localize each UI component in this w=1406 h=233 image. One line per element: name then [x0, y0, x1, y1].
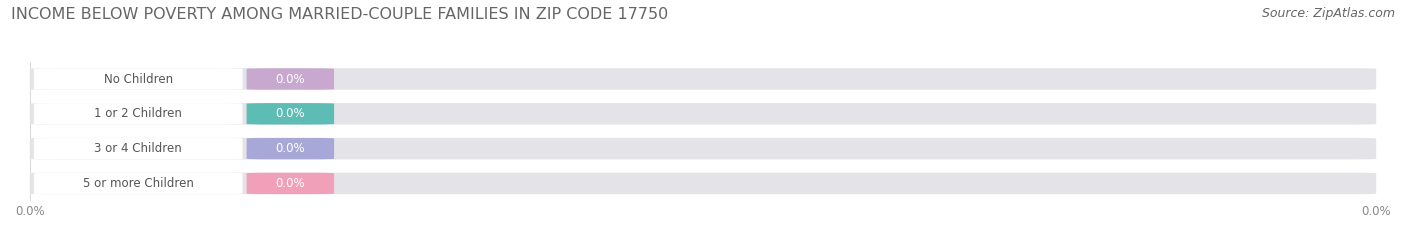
FancyBboxPatch shape [30, 138, 1376, 159]
FancyBboxPatch shape [246, 103, 335, 124]
Text: No Children: No Children [104, 72, 173, 86]
FancyBboxPatch shape [246, 173, 335, 194]
Text: 1 or 2 Children: 1 or 2 Children [94, 107, 183, 120]
Text: Source: ZipAtlas.com: Source: ZipAtlas.com [1261, 7, 1395, 20]
FancyBboxPatch shape [246, 138, 335, 159]
FancyBboxPatch shape [246, 68, 335, 90]
FancyBboxPatch shape [30, 68, 1376, 90]
FancyBboxPatch shape [30, 173, 1376, 194]
FancyBboxPatch shape [34, 68, 243, 90]
Text: 3 or 4 Children: 3 or 4 Children [94, 142, 181, 155]
FancyBboxPatch shape [34, 138, 243, 159]
Text: 0.0%: 0.0% [276, 142, 305, 155]
Text: 0.0%: 0.0% [276, 107, 305, 120]
FancyBboxPatch shape [30, 103, 1376, 125]
FancyBboxPatch shape [34, 173, 243, 194]
Text: 0.0%: 0.0% [276, 72, 305, 86]
Text: 5 or more Children: 5 or more Children [83, 177, 194, 190]
FancyBboxPatch shape [34, 103, 243, 124]
Text: 0.0%: 0.0% [276, 177, 305, 190]
Text: INCOME BELOW POVERTY AMONG MARRIED-COUPLE FAMILIES IN ZIP CODE 17750: INCOME BELOW POVERTY AMONG MARRIED-COUPL… [11, 7, 668, 22]
